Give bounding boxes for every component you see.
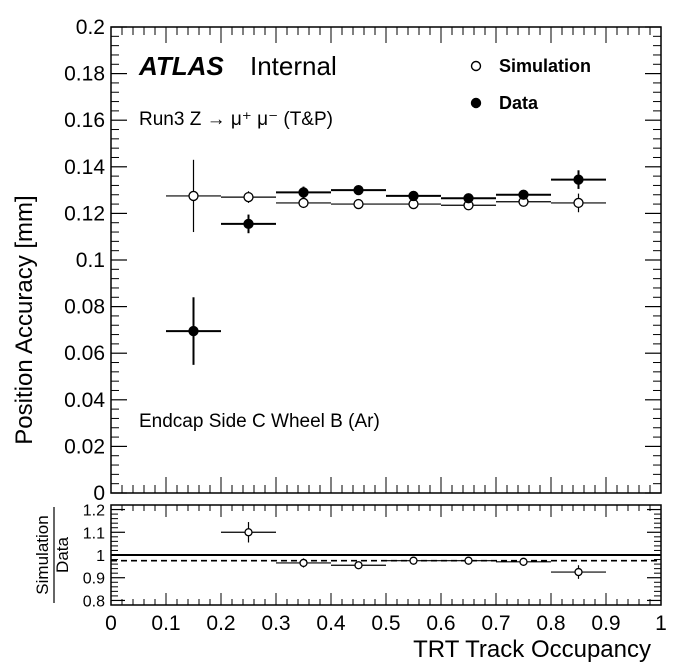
ratio-y-tick-label: 1.2: [83, 503, 105, 520]
ratio-x-tick-label: 0.1: [151, 612, 180, 635]
process-annotation: Run3 Z → μ⁺ μ⁻ (T&P): [139, 109, 333, 130]
simulation-point: [188, 190, 199, 202]
ratio-y-tick-label: 0.9: [83, 571, 105, 588]
data-point: [408, 190, 419, 202]
legend-data-marker: [470, 97, 482, 109]
main-y-tick-label: 0.16: [64, 109, 105, 132]
main-y-tick-label: 0.2: [76, 16, 105, 39]
ratio-x-tick-label: 1: [655, 612, 667, 635]
ratio-label-numerator: Simulation: [33, 515, 52, 594]
main-y-tick-label: 0.1: [76, 249, 105, 272]
simulation-point: [243, 191, 254, 203]
main-y-tick-label: 0.02: [64, 435, 105, 458]
internal-label: Internal: [250, 51, 337, 81]
ratio-point: [244, 528, 253, 537]
main-panel: 00.020.040.060.080.10.120.140.160.180.2 …: [11, 16, 662, 505]
ratio-y-ticks: 0.8 0.9 1 1.1 1.2: [83, 503, 661, 610]
ratio-series: [221, 522, 606, 579]
legend-data-label: Data: [499, 93, 539, 113]
data-point: [518, 189, 529, 200]
main-y-tick-label: 0.14: [64, 156, 105, 179]
ratio-label-denominator: Data: [53, 537, 72, 573]
ratio-x-tick-label: 0.9: [591, 612, 620, 635]
ratio-point: [354, 561, 363, 570]
simulation-point: [298, 197, 309, 209]
ratio-x-tick-label: 0.8: [536, 612, 565, 635]
main-y-tick-label: 0.12: [64, 202, 105, 225]
main-y-tick-label: 0.06: [64, 342, 105, 365]
ratio-y-tick-label: 1.1: [83, 525, 105, 542]
legend-simulation-marker: [470, 60, 482, 72]
data-point: [243, 218, 254, 230]
data-point: [573, 174, 584, 185]
ratio-x-tick-label: 0.6: [426, 612, 455, 635]
ratio-x-tick-label: 0.7: [481, 612, 510, 635]
ratio-x-tick-label: 0.4: [316, 612, 346, 635]
ratio-point: [574, 567, 583, 577]
main-y-tick-label: 0.08: [64, 296, 105, 319]
ratio-y-tick-label: 1: [96, 548, 105, 565]
main-series: [166, 159, 606, 365]
data-point: [188, 325, 199, 337]
x-axis-title: TRT Track Occupancy: [413, 636, 651, 663]
ratio-x-ticks: 0 0.1 0.2 0.3 0.4 0.5 0.6 0.7 0.8 0.9 1: [105, 505, 667, 635]
ratio-x-tick-label: 0.2: [206, 612, 235, 635]
ratio-y-axis-title: Simulation Data: [33, 507, 72, 603]
ratio-point: [299, 558, 308, 568]
main-y-tick-label: 0.04: [64, 389, 105, 412]
legend: Simulation Data: [470, 56, 591, 113]
ratio-x-tick-label: 0: [105, 612, 117, 635]
ratio-x-tick-label: 0.3: [261, 612, 290, 635]
atlas-label: ATLAS: [138, 51, 224, 81]
legend-simulation-label: Simulation: [499, 56, 591, 76]
simulation-point: [573, 197, 584, 209]
ratio-point: [464, 556, 473, 565]
data-point: [353, 184, 364, 196]
ratio-x-tick-label: 0.5: [371, 612, 400, 635]
ratio-point: [519, 557, 528, 566]
ratio-point: [409, 556, 418, 565]
main-y-tick-label: 0: [93, 482, 105, 505]
data-point: [298, 187, 309, 198]
simulation-point: [353, 198, 364, 210]
main-y-ticks: 0 0.02 0.04 0.06 0.08 0.1 0.12 0.14 0.16 0.18 0.2: [64, 16, 661, 505]
region-annotation: Endcap Side C Wheel B (Ar): [139, 411, 380, 432]
ratio-y-tick-label: 0.8: [83, 593, 105, 610]
ratio-reference-lines: [111, 554, 661, 562]
ratio-panel: 0.80.911.11.2 0 0.1 0.2 0.3 0.4 0.5 0.6 0.7 0.8 0…: [33, 503, 667, 663]
main-x-ticks: [110, 27, 662, 493]
data-point: [463, 193, 474, 204]
main-y-tick-label: 0.18: [64, 63, 105, 86]
y-axis-title: Position Accuracy [mm]: [11, 195, 38, 444]
